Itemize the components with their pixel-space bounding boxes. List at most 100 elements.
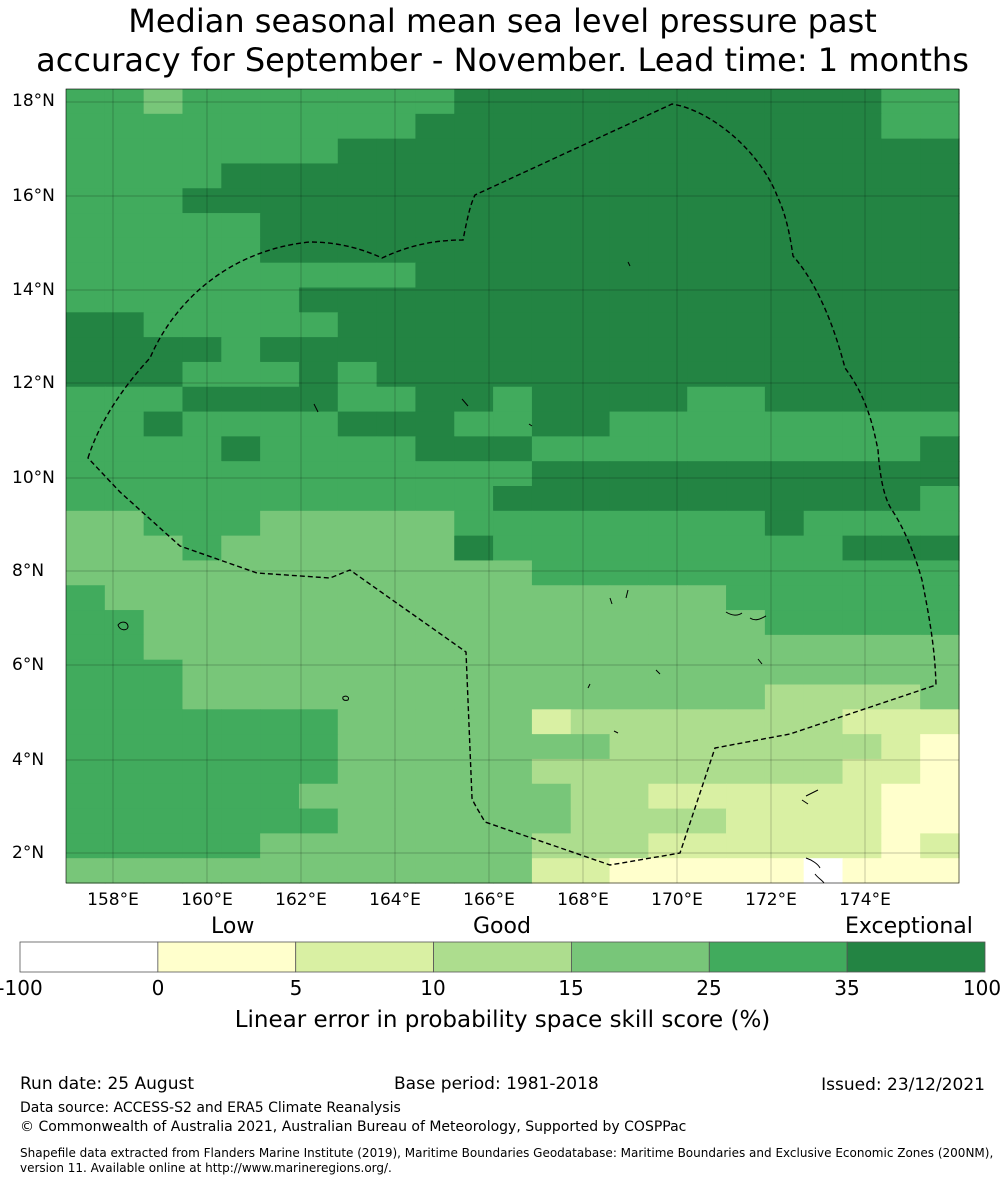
lat-label-4n: 4°N <box>12 750 45 770</box>
skill-cell <box>531 684 572 710</box>
skill-cell <box>920 808 960 834</box>
skill-cell <box>764 560 805 586</box>
skill-cell <box>182 436 222 462</box>
skill-cell <box>687 684 727 710</box>
skill-cell <box>260 163 300 189</box>
skill-cell <box>531 337 572 363</box>
skill-cell <box>376 585 417 611</box>
skill-cell <box>881 833 921 859</box>
skill-cell <box>104 709 145 735</box>
skill-cell <box>298 560 339 586</box>
skill-cell <box>842 783 882 810</box>
skill-cell <box>221 858 261 884</box>
skill-cell <box>687 287 727 313</box>
skill-cell <box>881 858 921 884</box>
skill-cell <box>570 287 611 313</box>
skill-cell <box>648 610 688 636</box>
skill-cell <box>260 535 300 562</box>
skill-cell <box>66 287 106 313</box>
skill-cell <box>764 535 805 562</box>
skill-cell <box>143 684 184 710</box>
skill-cell <box>648 113 688 140</box>
skill-cell <box>803 262 844 289</box>
skill-cell <box>493 858 533 884</box>
skill-cell <box>531 138 572 165</box>
skill-cell <box>454 287 494 313</box>
skill-cell <box>803 113 844 140</box>
skill-cell <box>298 213 339 239</box>
skill-cell <box>726 808 766 834</box>
skill-cell <box>920 535 960 562</box>
skill-cell <box>376 610 417 636</box>
skill-cell <box>104 659 145 686</box>
skill-cell <box>648 237 688 264</box>
colorbar-segment <box>157 941 297 973</box>
skill-cell <box>143 163 184 189</box>
skill-cell <box>881 386 921 413</box>
skill-cell <box>376 560 417 586</box>
skill-cell <box>842 560 882 586</box>
skill-cell <box>415 436 455 462</box>
skill-cell <box>260 262 300 289</box>
skill-cell <box>182 312 222 338</box>
skill-cell <box>260 684 300 710</box>
skill-cell <box>609 436 649 462</box>
skill-cell <box>221 461 261 487</box>
skill-cell <box>687 386 727 413</box>
skill-cell <box>881 659 921 686</box>
skill-cell <box>143 585 184 611</box>
skill-cell <box>454 858 494 884</box>
skill-cell <box>764 610 805 636</box>
skill-cell <box>454 758 494 785</box>
skill-cell <box>221 361 261 388</box>
skill-cell <box>298 411 339 437</box>
skill-cell <box>881 113 921 140</box>
skill-cell <box>337 411 378 437</box>
skill-cell <box>415 560 455 586</box>
skill-cell <box>298 684 339 710</box>
skill-cell <box>531 113 572 140</box>
skill-cell <box>648 361 688 388</box>
skill-cell <box>764 510 805 537</box>
skill-cell <box>337 436 378 462</box>
skill-cell <box>221 312 261 338</box>
skill-cell <box>221 237 261 264</box>
skill-cell <box>920 386 960 413</box>
lon-label-168e: 168°E <box>557 890 609 910</box>
skill-cell <box>920 486 960 512</box>
skill-cell <box>337 113 378 140</box>
skill-cell <box>570 709 611 735</box>
skill-cell <box>609 659 649 686</box>
skill-cell <box>376 188 417 214</box>
skill-cell <box>337 858 378 884</box>
skill-cell <box>298 312 339 338</box>
skill-cell <box>415 709 455 735</box>
skill-cell <box>337 560 378 586</box>
skill-cell <box>609 808 649 834</box>
skill-cell <box>221 213 261 239</box>
skill-cell <box>803 411 844 437</box>
lon-label-172e: 172°E <box>745 890 797 910</box>
skill-cell <box>531 610 572 636</box>
skill-cell <box>454 510 494 537</box>
skill-cell <box>493 337 533 363</box>
skill-cell <box>687 436 727 462</box>
skill-cell <box>337 510 378 537</box>
skill-cell <box>143 213 184 239</box>
skill-cell <box>454 808 494 834</box>
skill-cell <box>221 535 261 562</box>
skill-cell <box>415 163 455 189</box>
skill-cell <box>648 461 688 487</box>
skill-cell <box>376 312 417 338</box>
skill-cell <box>920 684 960 710</box>
skill-cell <box>920 585 960 611</box>
colorbar-category-low: Low <box>211 914 255 939</box>
skill-cell <box>493 709 533 735</box>
skill-cell <box>648 734 688 760</box>
skill-cell <box>66 833 106 859</box>
skill-cell <box>66 535 106 562</box>
map-frame <box>65 88 960 884</box>
skill-cell <box>881 89 921 115</box>
skill-cell <box>376 361 417 388</box>
skill-cell <box>143 734 184 760</box>
